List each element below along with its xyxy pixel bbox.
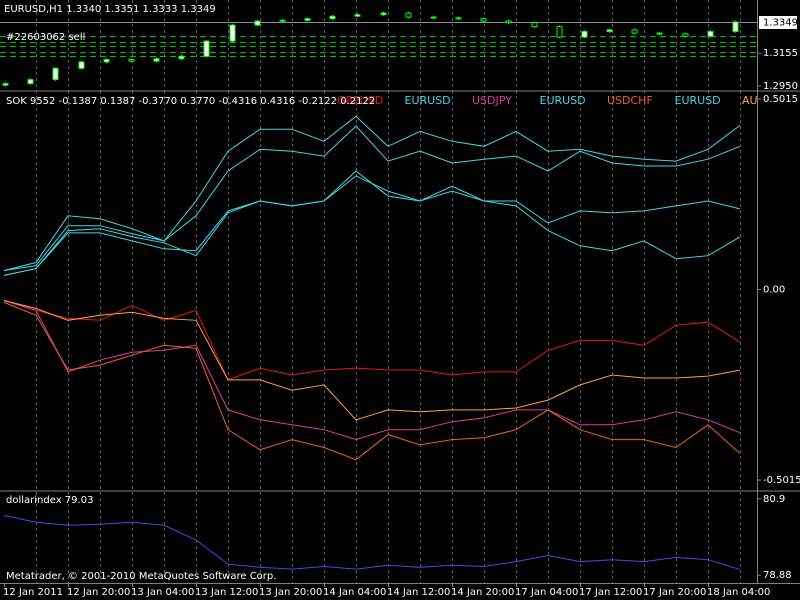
candle-body: [103, 59, 110, 63]
candle-body: [531, 22, 538, 28]
series-line: [3, 175, 741, 276]
copyright: Metatrader, © 2001-2010 MetaQuotes Softw…: [6, 571, 276, 582]
candle-body: [203, 40, 210, 57]
x-tick-label: 13 Jan 20:00: [259, 587, 322, 598]
x-tick-label: 14 Jan 12:00: [387, 587, 450, 598]
legend-entry: EURUSD: [675, 94, 721, 107]
x-tick-label: 14 Jan 20:00: [451, 587, 514, 598]
x-tick-label: 17 Jan 20:00: [643, 587, 706, 598]
frame: [0, 0, 800, 584]
series-line: [3, 115, 741, 271]
candle-body: [631, 29, 638, 34]
indicator-title: dollarindex 79.03: [6, 495, 93, 506]
candle-body: [52, 67, 59, 81]
indicator-title: SOK 9552 -0.1387 0.1387 -0.3770 0.3770 -…: [6, 96, 375, 107]
y-tick-label: 78.88: [763, 570, 792, 581]
last-price-label: 1.3349: [763, 18, 798, 29]
candle-body: [229, 24, 236, 42]
grid: [36, 0, 741, 583]
candle-body: [27, 79, 34, 85]
series-line: [3, 300, 741, 441]
x-tick-label: 14 Jan 04:00: [323, 587, 386, 598]
plot-area: GBPUSD EURUSD USDJPY EURUSD USDCHF EURUSD AU: [0, 11, 758, 570]
candle-body: [707, 30, 714, 37]
candle-body: [279, 19, 286, 22]
candle-body: [128, 59, 135, 62]
y-tick-label: -0.5015: [763, 475, 800, 486]
legend-entry: GBPUSD: [337, 94, 383, 107]
candle-body: [430, 16, 437, 19]
legend-entry: AU: [742, 94, 758, 107]
last-price-box: [759, 16, 797, 29]
x-tick-label: 13 Jan 04:00: [131, 587, 194, 598]
chart-title: EURUSD,H1 1.3340 1.3351 1.3333 1.3349: [4, 4, 216, 15]
series-line: [3, 515, 741, 570]
series-line: [3, 300, 741, 381]
candle-body: [304, 18, 311, 21]
candle-body: [732, 21, 739, 32]
x-tick-label: 18 Jan 04:00: [707, 587, 770, 598]
y-tick-label: 0.5015: [763, 94, 798, 105]
y-tick-label: 80.9: [763, 494, 785, 505]
legend-entry: EURUSD: [540, 94, 586, 107]
y-tick-label: 1.2950: [763, 81, 798, 92]
candle-body: [254, 20, 261, 26]
candle-body: [329, 15, 336, 20]
candle-body: [2, 83, 9, 86]
x-tick-label: 17 Jan 04:00: [515, 587, 578, 598]
candle-body: [178, 55, 185, 60]
labels: EURUSD,H1 1.3340 1.3351 1.3333 1.3349 #2…: [3, 4, 800, 598]
candle-body: [556, 26, 563, 38]
series-line: [3, 125, 741, 271]
candle-body: [380, 12, 387, 16]
legend-entry: EURUSD: [405, 94, 451, 107]
x-tick-label: 12 Jan 2011: [3, 587, 63, 598]
candle-body: [581, 30, 588, 38]
y-tick-label: 1.3155: [763, 48, 798, 59]
legend-entry: USDJPY: [472, 94, 512, 107]
x-tick-label: 17 Jan 12:00: [579, 587, 642, 598]
candle-body: [153, 58, 160, 62]
candle-body: [405, 12, 412, 18]
candle-body: [455, 17, 462, 20]
candle-body: [480, 18, 487, 22]
order-annotation: #22603062 sell: [6, 32, 85, 43]
candle-body: [606, 29, 613, 32]
y-tick-label: 0.00: [763, 284, 785, 295]
x-tick-label: 12 Jan 20:00: [67, 587, 130, 598]
x-tick-label: 13 Jan 12:00: [195, 587, 258, 598]
candle-body: [354, 14, 361, 17]
legend-entry: USDCHF: [607, 94, 653, 107]
candle-body: [78, 61, 85, 69]
series-line: [3, 301, 741, 461]
candle-body: [656, 32, 663, 35]
candle-body: [682, 33, 689, 37]
candle-body: [505, 20, 512, 24]
series-line: [3, 300, 741, 421]
series-line: [3, 170, 741, 276]
